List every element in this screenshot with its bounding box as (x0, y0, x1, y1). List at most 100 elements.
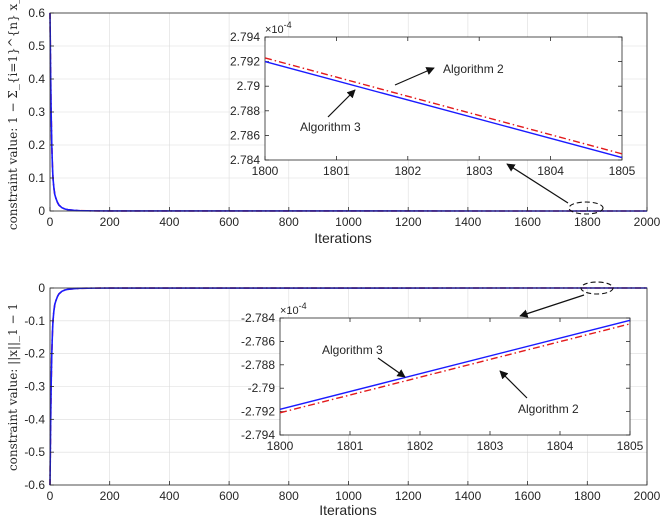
bottom-inset-x-tick-label: 1802 (407, 439, 434, 453)
top-inset: 1800 1801 1802 1803 1804 1805 2.784 2.786 2.788 2… (230, 20, 636, 178)
bottom-chart: 0 200 400 600 800 1000 1200 1400 1600 1800 2000 -0… (6, 281, 661, 518)
top-inset-exponent-power: -4 (284, 20, 292, 30)
top-inset-exponent: ×10-4 (265, 20, 292, 36)
bottom-x-tick-label: 1600 (514, 489, 541, 503)
bottom-y-tick-label: -0.2 (24, 347, 45, 361)
bottom-inset-y-tick-label: -2.794 (241, 428, 275, 442)
top-x-tick-label: 0 (47, 215, 54, 229)
top-inset-arrow-algorithm-2 (394, 67, 435, 86)
bottom-inset-arrow-algorithm-2 (499, 370, 528, 399)
bottom-x-ticks: 0 200 400 600 800 1000 1200 1400 1600 1800 2000 (47, 481, 661, 503)
top-x-tick-label: 1000 (335, 215, 362, 229)
bottom-inset-frame (279, 317, 631, 436)
bottom-inset-series-lines (279, 319, 631, 414)
top-inset-annotation-algorithm-2: Algorithm 2 (443, 62, 504, 76)
top-y-ticks: 0 0.1 0.2 0.3 0.4 0.5 0.6 (28, 6, 54, 218)
top-x-tick-label: 1800 (574, 215, 601, 229)
bottom-inset-y-tick-label: -2.784 (241, 311, 275, 325)
top-y-tick-label: 0.3 (28, 105, 45, 119)
bottom-inset-y-tick-label: -2.788 (241, 358, 275, 372)
top-inset-x-tick-label: 1802 (394, 164, 421, 178)
bottom-x-tick-label: 1200 (395, 489, 422, 503)
bottom-inset-annotation-algorithm-3: Algorithm 3 (322, 343, 383, 357)
top-inset-y-tick-label: 2.788 (230, 104, 260, 118)
bottom-y-tick-label: -0.6 (24, 478, 45, 492)
top-inset-y-tick-label: 2.786 (230, 128, 260, 142)
top-y-tick-label: 0.4 (28, 72, 45, 86)
top-inset-y-tick-label: 2.792 (230, 55, 260, 69)
bottom-inset-x-tick-label: 1800 (267, 439, 294, 453)
bottom-inset-series-algorithm-2 (279, 323, 631, 414)
bottom-y-tick-label: 0 (38, 281, 45, 295)
top-inset-arrow-algorithm-3 (327, 89, 356, 118)
top-x-tick-label: 1400 (455, 215, 482, 229)
top-x-tick-label: 400 (159, 215, 179, 229)
bottom-y-ticks: -0.6 -0.5 -0.4 -0.3 -0.2 -0.1 0 (24, 281, 54, 492)
bottom-inset-series-algorithm-3 (279, 319, 631, 410)
bottom-inset-annotation-algorithm-2: Algorithm 2 (518, 402, 579, 416)
top-inset-x-tick-label: 1803 (466, 164, 493, 178)
bottom-x-tick-label: 1400 (455, 489, 482, 503)
top-inset-frame (264, 36, 623, 161)
top-y-tick-label: 0 (38, 204, 45, 218)
top-inset-series-lines (264, 57, 623, 159)
top-y-axis-label: constraint value: 1 − Σ_{i=1}^{n} x_i (6, 0, 20, 230)
bottom-inset: 1800 1801 1802 1803 1804 1805 -2.794 -2.792 -2.7… (241, 301, 644, 453)
bottom-inset-exponent-power: -4 (299, 301, 307, 311)
bottom-inset-exponent: ×10-4 (280, 301, 307, 317)
bottom-x-tick-label: 400 (159, 489, 179, 503)
top-x-tick-label: 600 (219, 215, 239, 229)
top-x-ticks: 0 200 400 600 800 1000 1200 1400 1600 1800 2000 (47, 207, 661, 229)
top-chart: 0 200 400 600 800 1000 1200 1400 1600 1800 2000 00… (6, 0, 661, 246)
top-x-tick-label: 1600 (514, 215, 541, 229)
bottom-x-tick-label: 1000 (335, 489, 362, 503)
bottom-inset-ticks: 1800 1801 1802 1803 1804 1805 -2.794 -2.792 -2.7… (241, 311, 644, 453)
top-inset-annotation-algorithm-3: Algorithm 3 (300, 120, 361, 134)
bottom-x-tick-label: 0 (47, 489, 54, 503)
top-zoom-region-marker (568, 201, 604, 215)
top-x-axis-label: Iterations (314, 230, 372, 246)
top-inset-y-tick-label: 2.79 (237, 79, 261, 93)
bottom-zoom-arrow (519, 294, 585, 318)
bottom-x-tick-label: 1800 (574, 489, 601, 503)
bottom-inset-x-tick-label: 1803 (477, 439, 504, 453)
top-y-tick-label: 0.2 (28, 138, 45, 152)
bottom-x-tick-label: 600 (219, 489, 239, 503)
top-inset-ticks: 1800 1801 1802 1803 1804 1805 2.784 2.786 2.788 2… (230, 30, 636, 178)
bottom-y-tick-label: -0.1 (24, 314, 45, 328)
bottom-y-tick-label: -0.3 (24, 380, 45, 394)
bottom-inset-exponent-base: ×10 (280, 305, 299, 317)
top-x-tick-label: 1200 (395, 215, 422, 229)
bottom-zoom-region-marker (580, 281, 614, 295)
bottom-y-tick-label: -0.5 (24, 445, 45, 459)
top-zoom-arrow (506, 163, 569, 204)
bottom-inset-y-tick-label: -2.786 (241, 334, 275, 348)
bottom-x-axis-label: Iterations (319, 502, 377, 518)
top-inset-x-tick-label: 1801 (323, 164, 350, 178)
bottom-y-axis-label: constraint value: ||x||_1 − 1 (6, 303, 20, 471)
bottom-inset-x-tick-label: 1805 (617, 439, 644, 453)
top-inset-y-tick-label: 2.794 (230, 30, 260, 44)
top-inset-x-tick-label: 1804 (537, 164, 564, 178)
bottom-inset-x-tick-label: 1804 (547, 439, 574, 453)
top-x-tick-label: 800 (279, 215, 299, 229)
top-inset-exponent-base: ×10 (265, 24, 284, 36)
bottom-x-tick-label: 2000 (634, 489, 661, 503)
top-x-tick-label: 2000 (634, 215, 661, 229)
bottom-inset-y-tick-label: -2.79 (248, 381, 276, 395)
top-y-tick-label: 0.6 (28, 6, 45, 20)
bottom-inset-x-tick-label: 1801 (337, 439, 364, 453)
top-inset-x-tick-label: 1800 (252, 164, 279, 178)
top-inset-series-algorithm-2 (264, 57, 623, 155)
top-inset-x-tick-label: 1805 (609, 164, 636, 178)
bottom-inset-arrow-algorithm-3 (377, 357, 406, 378)
bottom-x-tick-label: 200 (100, 489, 120, 503)
top-y-tick-label: 0.5 (28, 39, 45, 53)
top-y-tick-label: 0.1 (28, 171, 45, 185)
top-inset-y-tick-label: 2.784 (230, 153, 260, 167)
top-x-tick-label: 200 (100, 215, 120, 229)
bottom-y-tick-label: -0.4 (24, 412, 45, 426)
top-inset-series-algorithm-3 (264, 60, 623, 159)
bottom-inset-y-tick-label: -2.792 (241, 405, 275, 419)
